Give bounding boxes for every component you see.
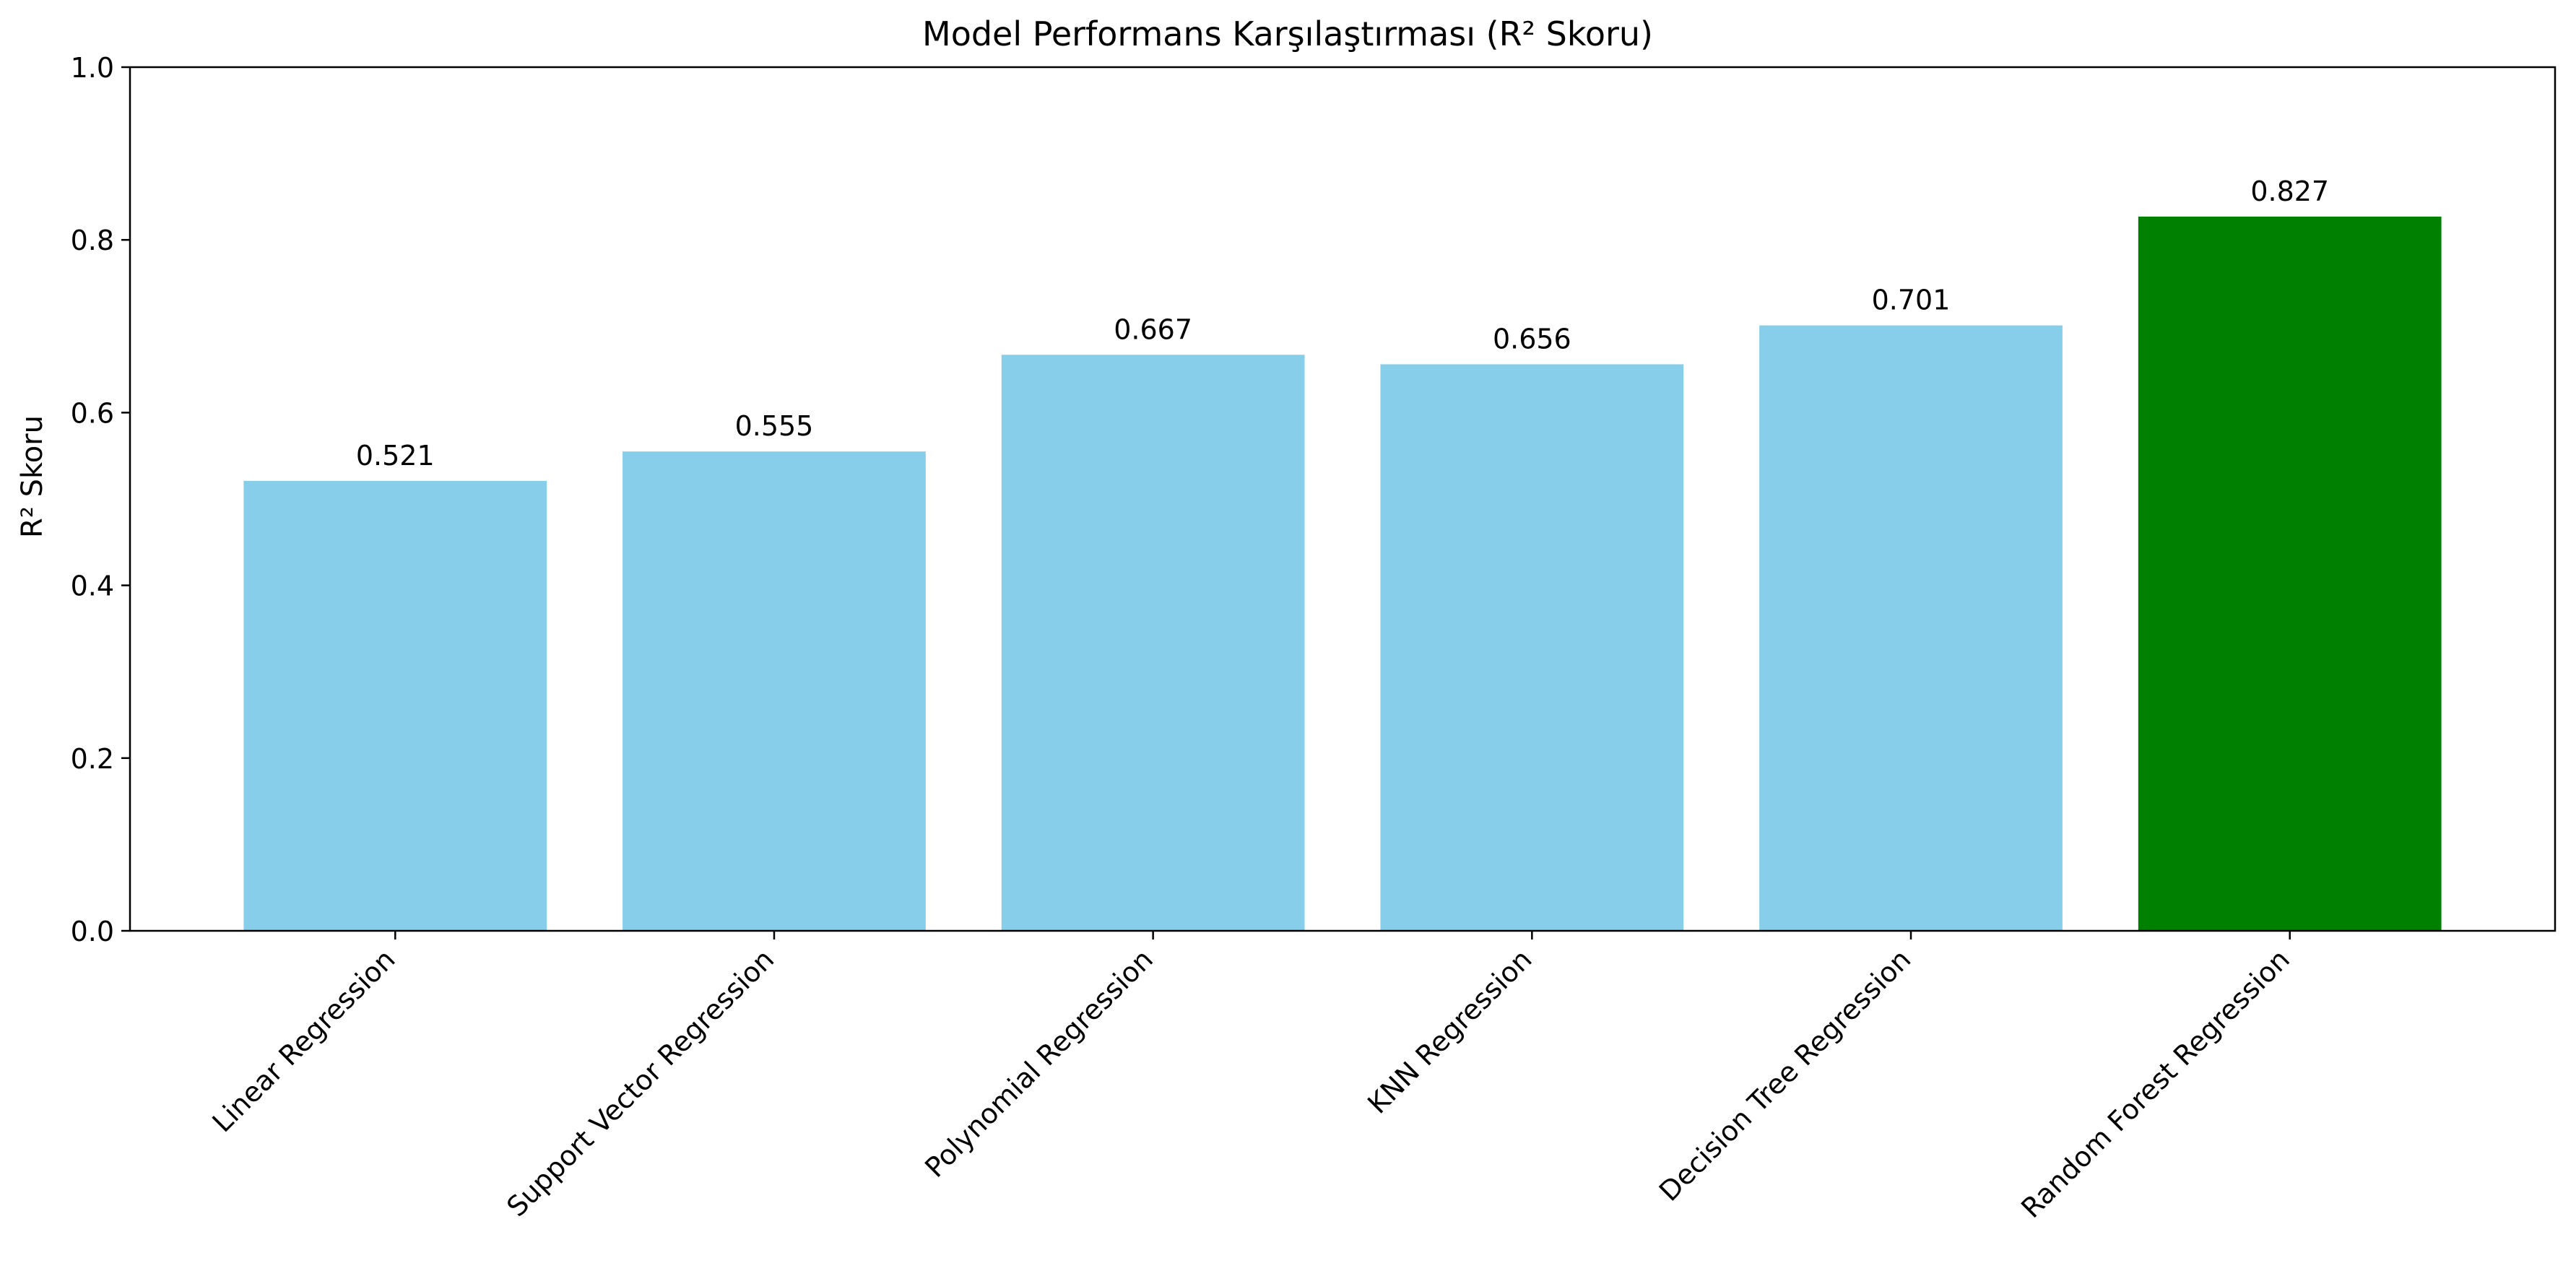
bar-value-labels: 0.521 0.555 0.667 0.656 0.701 0.827 [356,175,2329,472]
y-tick-label: 0.0 [71,916,114,947]
y-tick-label: 0.4 [71,570,114,602]
bar-value-label: 0.667 [1114,313,1192,345]
axes-spines [129,66,2557,932]
bar-value-label: 0.827 [2250,175,2329,207]
chart-title: Model Performans Karşılaştırması (R² Sko… [922,14,1653,53]
bar-value-label: 0.555 [735,410,814,442]
y-tick-label: 0.2 [71,743,114,775]
bar-value-label: 0.701 [1872,285,1951,316]
bar-random-forest-regression [2138,216,2442,932]
bar-polynomial-regression [1001,355,1305,931]
bar-value-label: 0.656 [1493,323,1571,355]
y-tick-label: 1.0 [71,52,114,84]
bar-decision-tree-regression [1759,325,2063,931]
bar-knn-regression [1380,364,1684,931]
bar-support-vector-regression [623,451,926,931]
y-tick-label: 0.6 [71,397,114,429]
bar-value-label: 0.521 [356,440,435,472]
y-axis-label: R² Skoru [16,415,49,538]
bar-series [243,216,2442,932]
y-axis: 0.0 0.2 0.4 0.6 0.8 1.0 [71,52,130,947]
y-tick-label: 0.8 [71,225,114,256]
bar-linear-regression [243,480,547,931]
plot-frame [129,66,2557,932]
